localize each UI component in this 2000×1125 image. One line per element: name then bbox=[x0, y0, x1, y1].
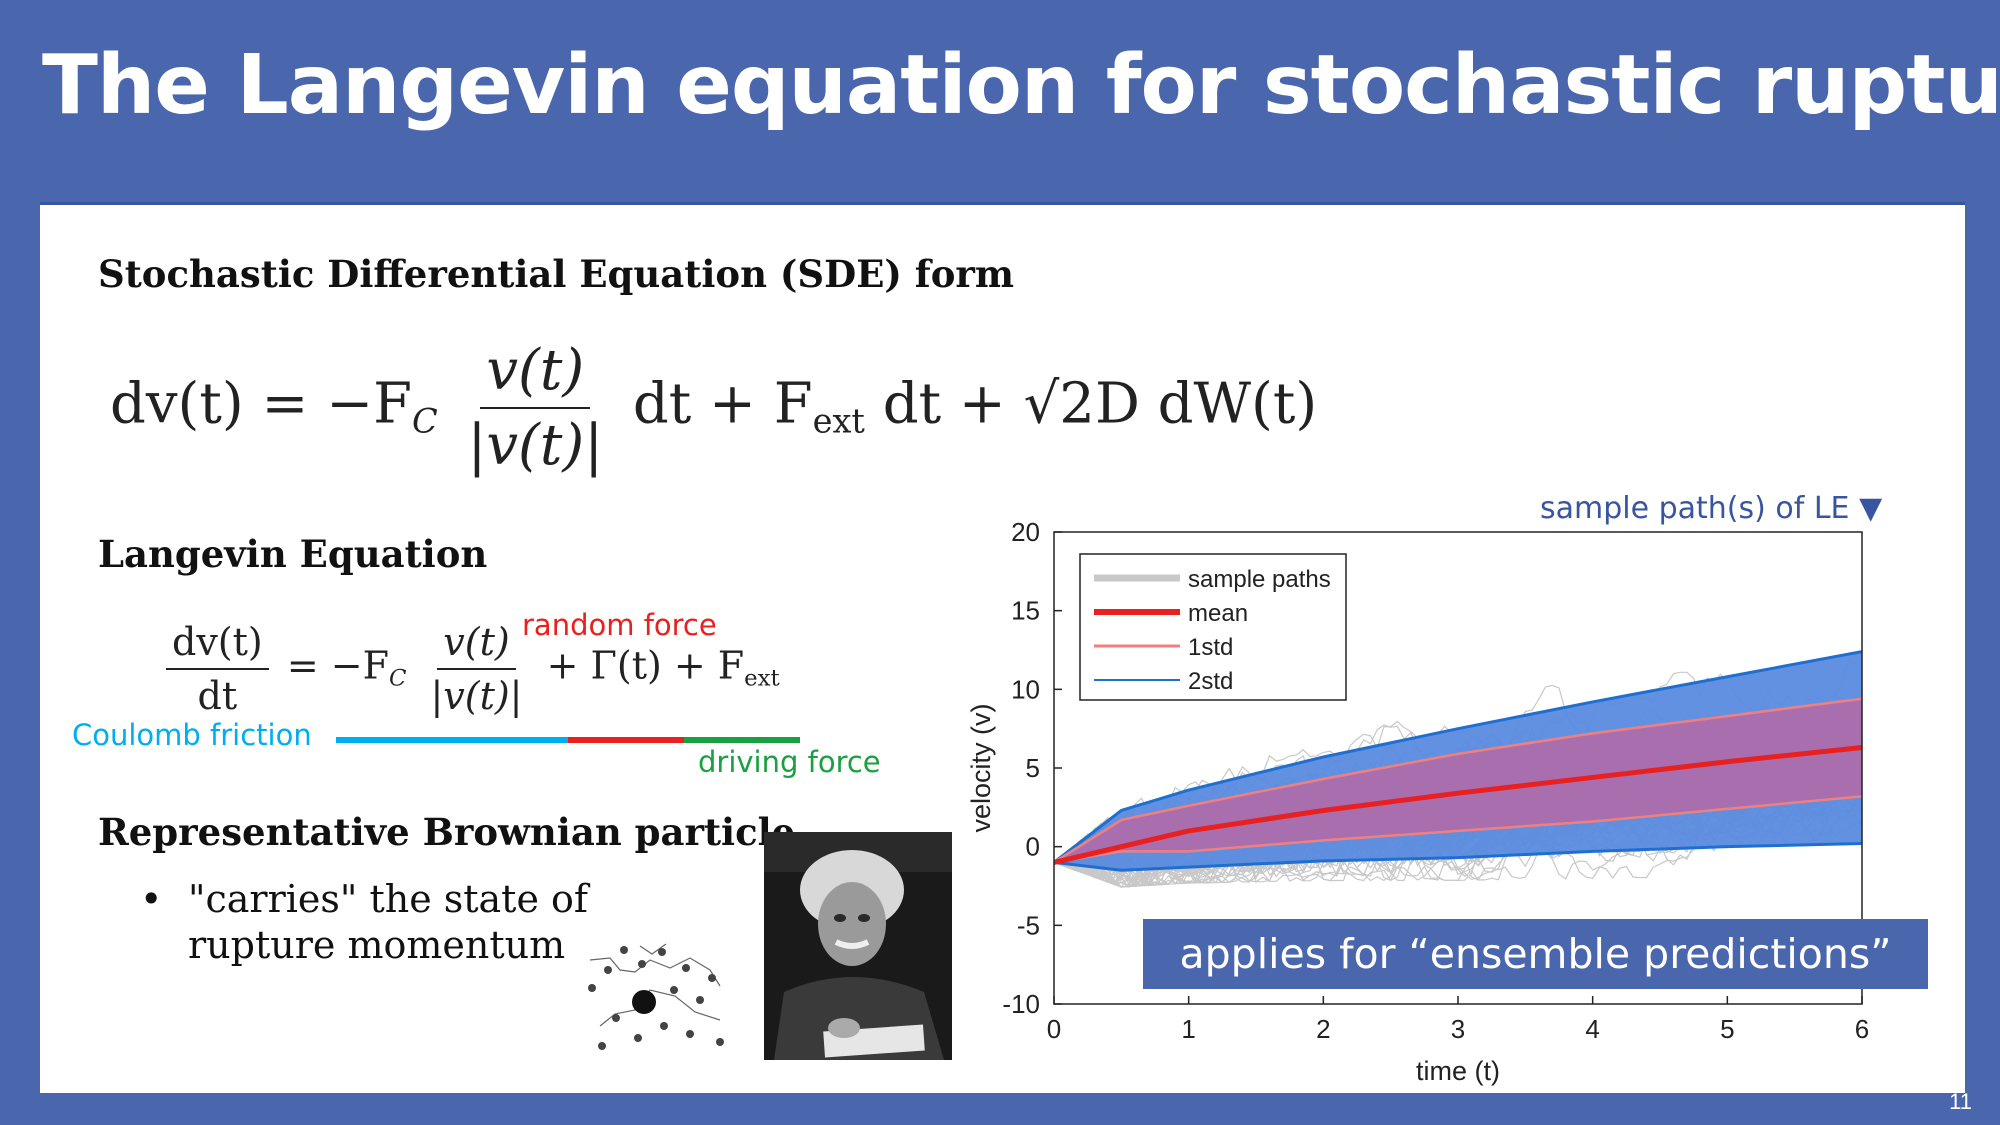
sde-rhs1: dt + F bbox=[632, 371, 813, 437]
coulomb-friction-label: Coulomb friction bbox=[72, 718, 312, 752]
legend-label: mean bbox=[1188, 600, 1248, 627]
langevin-sub-c: C bbox=[388, 665, 407, 692]
langevin-frac-num: v(t) bbox=[437, 620, 516, 670]
driving-force-underline bbox=[684, 737, 800, 743]
brownian-heading: Representative Brownian particle bbox=[98, 810, 796, 854]
y-tick-label: -5 bbox=[1017, 910, 1040, 940]
std-bands-group bbox=[1054, 650, 1862, 872]
legend-label: 1std bbox=[1188, 634, 1233, 661]
einstein-photo bbox=[764, 832, 952, 1060]
y-tick-label: -10 bbox=[1002, 989, 1040, 1019]
random-force-underline bbox=[568, 737, 684, 743]
langevin-lhs-num: dv(t) bbox=[166, 620, 269, 670]
brownian-particles-illustration bbox=[588, 943, 724, 1050]
langevin-frac-den: |v(t)| bbox=[430, 674, 523, 718]
langevin-lhs-fraction: dv(t) dt bbox=[166, 620, 269, 718]
langevin-fraction: v(t) |v(t)| bbox=[424, 620, 528, 718]
bullet-marker: • bbox=[140, 877, 163, 921]
y-axis-label: velocity (v) bbox=[966, 703, 996, 832]
y-tick-label: 0 bbox=[1026, 832, 1040, 862]
two-std-lower-line bbox=[1054, 842, 1862, 872]
sde-sub-ext: ext bbox=[812, 401, 865, 441]
legend-label: 2std bbox=[1188, 668, 1233, 695]
x-tick-label: 5 bbox=[1720, 1014, 1734, 1044]
down-triangle-icon: ▼ bbox=[1859, 491, 1883, 526]
x-tick-label: 4 bbox=[1585, 1014, 1599, 1044]
sde-fraction: v(t) |v(t)| bbox=[462, 338, 610, 478]
bullet-line-2: rupture momentum bbox=[188, 923, 566, 967]
sde-heading: Stochastic Differential Equation (SDE) f… bbox=[98, 252, 1015, 296]
langevin-mid: = −F bbox=[286, 643, 389, 688]
slide-title: The Langevin equation for stochastic rup… bbox=[42, 38, 2000, 133]
sample-paths-callout: sample path(s) of LE ▼ bbox=[1540, 491, 1882, 526]
bullet-line-1: "carries" the state of bbox=[188, 877, 588, 921]
page-number: 11 bbox=[1949, 1089, 1972, 1114]
coulomb-friction-underline bbox=[336, 737, 568, 743]
langevin-heading: Langevin Equation bbox=[98, 532, 488, 576]
sde-frac-num: v(t) bbox=[480, 338, 591, 409]
sde-lhs: dv(t) = −F bbox=[110, 371, 412, 437]
x-tick-label: 0 bbox=[1047, 1014, 1061, 1044]
x-tick-label: 1 bbox=[1181, 1014, 1195, 1044]
one-std-upper-line bbox=[1054, 697, 1862, 864]
langevin-rhs: + Γ(t) + F bbox=[546, 643, 745, 688]
x-axis-label: time (t) bbox=[1416, 1056, 1500, 1086]
langevin-sub-ext: ext bbox=[744, 665, 780, 692]
x-tick-label: 6 bbox=[1855, 1014, 1869, 1044]
x-tick-label: 2 bbox=[1316, 1014, 1330, 1044]
two-std-upper-line bbox=[1054, 650, 1862, 864]
mean-line bbox=[1054, 745, 1862, 865]
y-tick-label: 10 bbox=[1011, 674, 1040, 704]
sde-equation: dv(t) = −FC v(t) |v(t)| dt + Fext dt + √… bbox=[110, 338, 1317, 478]
sde-sub-c: C bbox=[411, 401, 438, 441]
sample-paths-callout-text: sample path(s) of LE bbox=[1540, 491, 1850, 526]
random-force-label: random force bbox=[522, 608, 717, 642]
langevin-equation: dv(t) dt = −FC v(t) |v(t)| + Γ(t) + Fext bbox=[160, 620, 780, 718]
sde-frac-den: |v(t)| bbox=[467, 413, 604, 478]
legend-label: sample paths bbox=[1188, 566, 1331, 593]
langevin-lhs-den: dt bbox=[197, 674, 238, 718]
sde-rhs2: dt + √2D dW(t) bbox=[882, 371, 1318, 437]
y-tick-label: 15 bbox=[1011, 596, 1040, 626]
y-tick-label: 5 bbox=[1026, 753, 1040, 783]
x-tick-label: 3 bbox=[1451, 1014, 1465, 1044]
ensemble-callout: applies for “ensemble predictions” bbox=[1143, 919, 1928, 989]
driving-force-label: driving force bbox=[698, 745, 881, 779]
chart-legend: sample paths mean 1std 2std bbox=[1079, 553, 1347, 701]
y-tick-label: 20 bbox=[1011, 517, 1040, 547]
one-std-lower-line bbox=[1054, 795, 1862, 864]
velocity-chart: 0 1 2 3 4 5 6 -10 -5 0 5 10 15 20 time (t) velocity (… bbox=[966, 517, 1869, 1086]
